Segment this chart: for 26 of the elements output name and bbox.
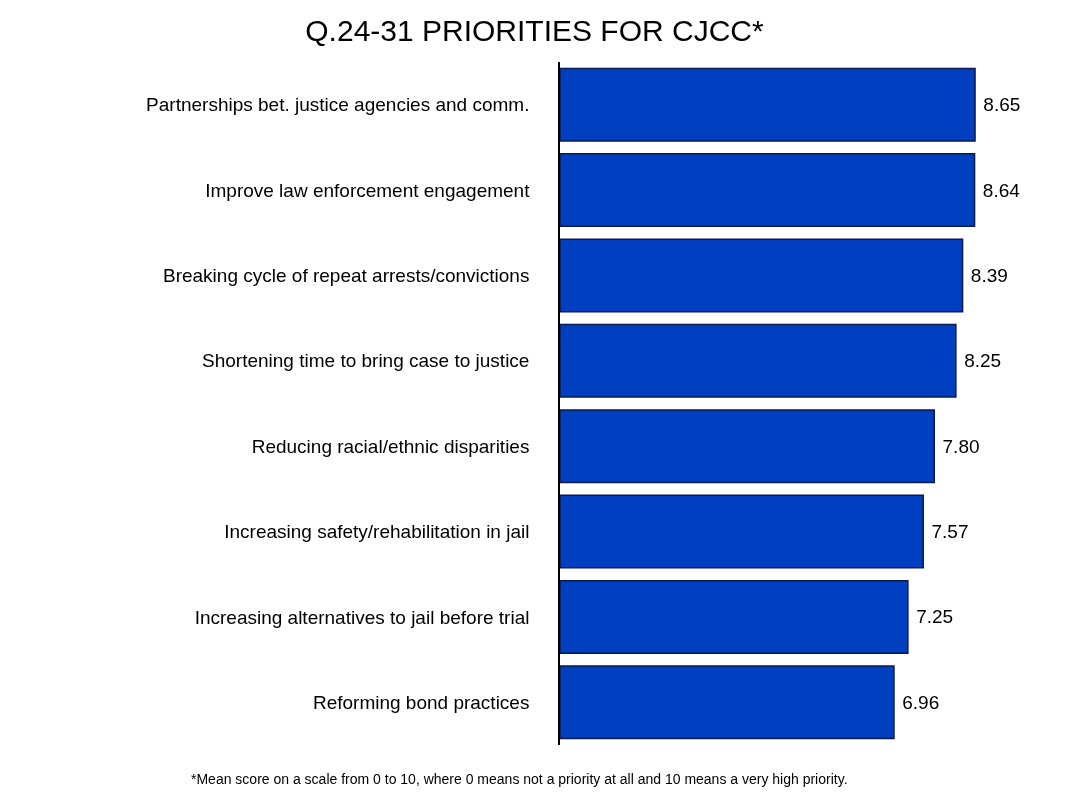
y-tick-label: Breaking cycle of repeat arrests/convictions: [163, 265, 530, 287]
data-label: 7.80: [937, 435, 980, 457]
data-label: 8.64: [977, 179, 1021, 201]
y-tick-label: Increasing safety/rehabilitation in jail: [224, 521, 530, 543]
data-label: 7.25: [910, 606, 954, 628]
bar: [560, 323, 957, 398]
bar: [560, 409, 936, 484]
y-tick-label: Partnerships bet. justice agencies and comm.: [146, 94, 530, 116]
y-tick-label: Increasing alternatives to jail before trial: [194, 606, 530, 628]
bar: [560, 665, 895, 740]
data-label: 6.96: [896, 691, 940, 713]
data-label: 8.65: [978, 94, 1021, 116]
data-label: 8.25: [958, 350, 1002, 372]
data-label: 8.39: [965, 264, 1008, 286]
text: *Mean score on a scale from 0 to 10, where 0 means not a priority at all and 10 means a very high priority.: [191, 771, 848, 787]
y-tick-label: Improve law enforcement engagement: [205, 179, 531, 201]
data-label: 7.57: [926, 521, 969, 543]
bar: [560, 153, 976, 228]
y-tick-label: Reducing racial/ethnic disparities: [251, 435, 530, 457]
bar: [560, 67, 976, 142]
bar: [560, 579, 909, 654]
y-tick-label: Shortening time to bring case to justice: [202, 350, 530, 372]
chart-title: Q.24-31 PRIORITIES FOR CJCC*: [305, 13, 765, 47]
bar: [560, 238, 964, 313]
bar: [560, 494, 924, 569]
y-tick-label: Reforming bond practices: [312, 691, 530, 713]
